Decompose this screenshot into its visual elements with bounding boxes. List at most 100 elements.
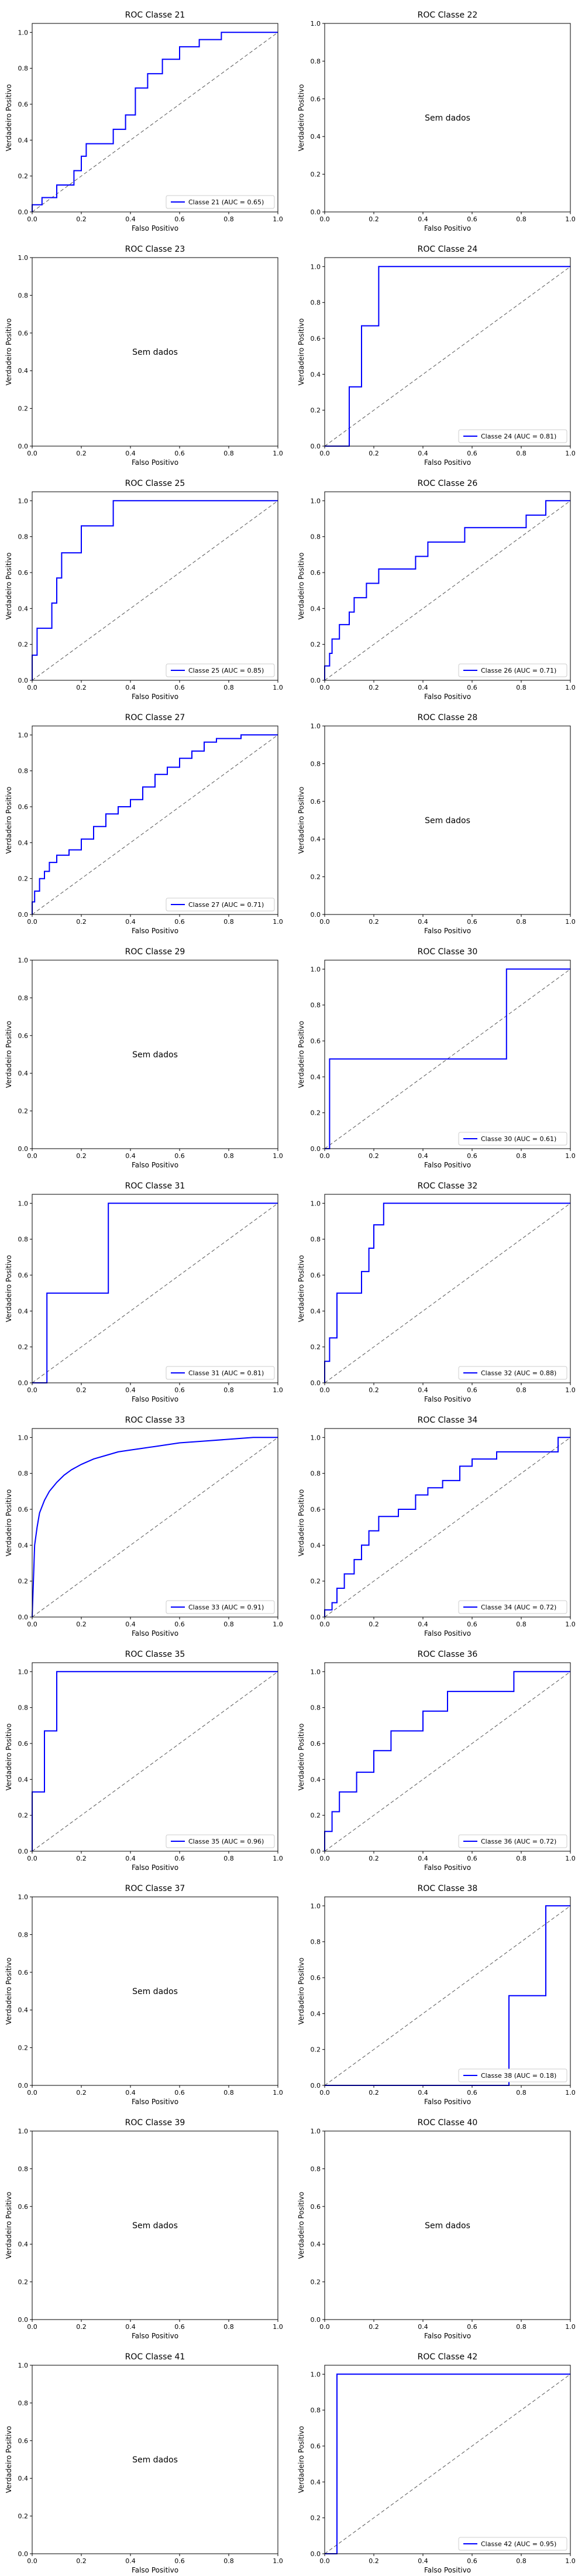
x-tick-label: 0.0 [319, 2557, 330, 2565]
y-tick-label: 0.4 [18, 2475, 29, 2482]
x-tick-label: 0.8 [223, 450, 234, 457]
legend-box [458, 2537, 567, 2551]
y-tick-label: 0.0 [311, 443, 321, 450]
y-tick-label: 0.8 [18, 65, 29, 73]
x-tick-label: 0.2 [369, 1621, 379, 1628]
y-axis-label: Verdadeiro Positivo [5, 318, 13, 386]
y-tick-label: 0.6 [311, 1037, 321, 1045]
roc-panel: ROC Classe 39 0.0 0.0 0.2 0.2 0.4 0.4 0.6 0.6 0.8… [0, 2108, 292, 2342]
plot-frame [324, 1194, 571, 1383]
x-tick-label: 1.0 [565, 2557, 576, 2565]
x-tick-label: 0.2 [369, 684, 379, 691]
y-tick-label: 0.4 [311, 2010, 321, 2017]
x-tick-label: 0.6 [174, 1386, 185, 1394]
y-tick-label: 0.6 [311, 569, 321, 577]
x-tick-label: 0.2 [369, 215, 379, 223]
x-tick-label: 0.8 [223, 684, 234, 691]
x-tick-label: 0.8 [516, 450, 526, 457]
x-tick-label: 0.8 [223, 215, 234, 223]
chance-diagonal-line [324, 2373, 571, 2554]
plot-frame [324, 1428, 571, 1618]
roc-chart-svg: ROC Classe 41 0.00.0 0.2 0.2 0.4 0.4 0.6 0.6 0.8… [5, 2352, 283, 2574]
plot-frame [324, 2130, 571, 2320]
x-tick-label: 0.6 [467, 215, 477, 223]
y-tick-label: 0.4 [311, 2478, 321, 2486]
y-tick-label: 0.6 [311, 2443, 321, 2450]
no-data-label: Sem dados [132, 2221, 178, 2231]
y-tick-label: 0.6 [18, 1272, 29, 1279]
x-axis-label: Falso Positivo [424, 1864, 471, 1872]
chance-diagonal-line [32, 32, 278, 213]
legend-entry: Classe 31 (AUC = 0.81) [188, 1369, 264, 1377]
x-tick-label: 0.8 [516, 1621, 526, 1628]
roc-chart-svg: ROC Classe 38 0.00.0 0.2 0.2 0.4 0.4 0.6 0.6 0.8… [297, 1884, 576, 2106]
x-tick-label: 0.8 [223, 2557, 234, 2565]
x-tick-label: 1.0 [565, 1855, 576, 1862]
x-tick-label: 0.2 [76, 1621, 87, 1628]
x-axis-label: Falso Positivo [424, 1629, 471, 1638]
chart-title: ROC Classe 35 [125, 1650, 185, 1659]
y-tick-label: 0.8 [18, 2399, 29, 2407]
x-tick-label: 1.0 [273, 450, 283, 457]
x-tick-label: 0.4 [125, 2557, 136, 2565]
x-tick-label: 0.4 [125, 2323, 136, 2331]
x-tick-label: 0.0 [319, 1855, 330, 1862]
y-tick-label: 1.0 [18, 254, 29, 262]
x-tick-label: 0.8 [516, 2557, 526, 2565]
y-tick-label: 0.4 [18, 1307, 29, 1315]
x-tick-label: 0.8 [516, 684, 526, 691]
chart-title: ROC Classe 38 [418, 1884, 478, 1893]
y-tick-label: 0.6 [18, 1032, 29, 1040]
y-tick-label: 0.6 [18, 1740, 29, 1748]
legend-entry: Classe 35 (AUC = 0.96) [188, 1838, 264, 1845]
legend-entry: Classe 34 (AUC = 0.72) [481, 1604, 556, 1611]
x-axis-label: Falso Positivo [424, 458, 471, 467]
roc-panel: ROC Classe 22 0.0 0.0 0.2 0.2 0.4 0.4 0.6 0.6 0.8… [292, 0, 585, 234]
x-tick-label: 0.6 [174, 1152, 185, 1160]
no-data-label: Sem dados [132, 348, 178, 357]
x-tick-label: 0.8 [223, 1152, 234, 1160]
y-tick-label: 1.0 [311, 2371, 321, 2378]
plot-frame [32, 23, 278, 213]
x-tick-label: 0.2 [369, 918, 379, 926]
x-tick-label: 1.0 [565, 450, 576, 457]
y-tick-label: 0.0 [18, 1614, 29, 1621]
x-tick-label: 0.0 [27, 1621, 37, 1628]
chart-title: ROC Classe 22 [418, 11, 478, 20]
roc-panel: ROC Classe 38 0.0 0.0 0.2 0.2 0.4 0.4 0.6 0.6 0.8… [292, 1873, 585, 2108]
x-tick-label: 1.0 [273, 1855, 283, 1862]
x-tick-label: 0.8 [223, 1621, 234, 1628]
x-tick-label: 0.6 [174, 450, 185, 457]
roc-panel: ROC Classe 23 0.0 0.0 0.2 0.2 0.4 0.4 0.6 0.6 0.8… [0, 234, 292, 468]
x-tick-label: 0.6 [467, 1152, 477, 1160]
x-axis-label: Falso Positivo [424, 2332, 471, 2340]
roc-panel: ROC Classe 21 0.0 0.0 0.2 0.2 0.4 0.4 0.6 0.6 0.8… [0, 0, 292, 234]
x-tick-label: 0.0 [27, 918, 37, 926]
y-tick-label: 0.6 [311, 335, 321, 342]
x-tick-label: 0.2 [76, 2089, 87, 2097]
x-axis-label: Falso Positivo [132, 693, 178, 701]
y-tick-label: 0.6 [311, 2203, 321, 2211]
legend-entry: Classe 27 (AUC = 0.71) [188, 901, 264, 909]
x-tick-label: 0.0 [319, 918, 330, 926]
y-tick-label: 0.6 [18, 803, 29, 811]
y-tick-label: 0.6 [311, 1740, 321, 1748]
roc-chart-svg: ROC Classe 25 0.00.0 0.2 0.2 0.4 0.4 0.6 0.6 0.8… [5, 479, 283, 701]
y-axis-label: Verdadeiro Positivo [297, 1489, 305, 1557]
x-tick-label: 0.4 [418, 918, 428, 926]
y-tick-label: 1.0 [311, 965, 321, 973]
roc-panel: ROC Classe 28 0.0 0.0 0.2 0.2 0.4 0.4 0.6 0.6 0.8… [292, 703, 585, 937]
no-data-label: Sem dados [132, 1987, 178, 1996]
y-tick-label: 0.6 [18, 101, 29, 108]
x-tick-label: 0.2 [369, 450, 379, 457]
y-axis-label: Verdadeiro Positivo [5, 2426, 13, 2493]
y-tick-label: 0.0 [311, 911, 321, 919]
y-tick-label: 0.2 [311, 1578, 321, 1585]
y-tick-label: 1.0 [18, 1434, 29, 1441]
y-tick-label: 0.2 [18, 875, 29, 883]
chart-title: ROC Classe 39 [125, 2118, 185, 2128]
y-tick-label: 0.4 [311, 1307, 321, 1315]
roc-chart-svg: ROC Classe 31 0.00.0 0.2 0.2 0.4 0.4 0.6 0.6 0.8… [5, 1181, 283, 1403]
roc-panel: ROC Classe 32 0.0 0.0 0.2 0.2 0.4 0.4 0.6 0.6 0.8… [292, 1171, 585, 1405]
plot-frame [32, 491, 278, 681]
